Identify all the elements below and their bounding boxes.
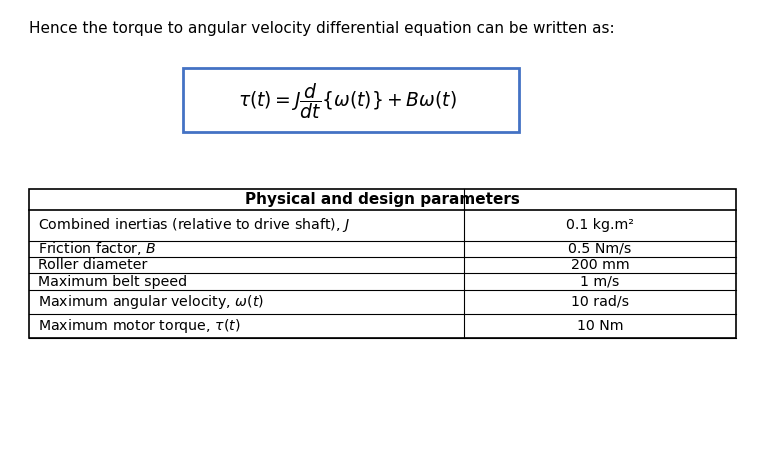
Text: 0.5 Nm/s: 0.5 Nm/s bbox=[568, 242, 632, 256]
Text: 200 mm: 200 mm bbox=[571, 258, 629, 272]
Text: Roller diameter: Roller diameter bbox=[38, 258, 147, 272]
Text: Combined inertias (relative to drive shaft), $J$: Combined inertias (relative to drive sha… bbox=[38, 216, 350, 234]
Text: 0.1 kg.m²: 0.1 kg.m² bbox=[566, 218, 634, 232]
Text: 10 rad/s: 10 rad/s bbox=[571, 295, 629, 309]
Text: 10 Nm: 10 Nm bbox=[577, 319, 623, 333]
Text: Maximum angular velocity, $\omega(t)$: Maximum angular velocity, $\omega(t)$ bbox=[38, 293, 264, 311]
Text: 1 m/s: 1 m/s bbox=[581, 275, 620, 289]
Bar bbox=[29, 189, 736, 337]
Text: Maximum motor torque, $\tau(t)$: Maximum motor torque, $\tau(t)$ bbox=[38, 317, 240, 335]
Text: $\tau(t) = J\dfrac{d}{dt}\{\omega(t)\} + B\omega(t)$: $\tau(t) = J\dfrac{d}{dt}\{\omega(t)\} +… bbox=[238, 82, 456, 121]
Text: Maximum belt speed: Maximum belt speed bbox=[38, 275, 187, 289]
Text: Physical and design parameters: Physical and design parameters bbox=[245, 192, 520, 207]
FancyBboxPatch shape bbox=[183, 68, 519, 132]
Text: Hence the torque to angular velocity differential equation can be written as:: Hence the torque to angular velocity dif… bbox=[29, 21, 615, 36]
Text: Friction factor, $B$: Friction factor, $B$ bbox=[38, 240, 156, 257]
